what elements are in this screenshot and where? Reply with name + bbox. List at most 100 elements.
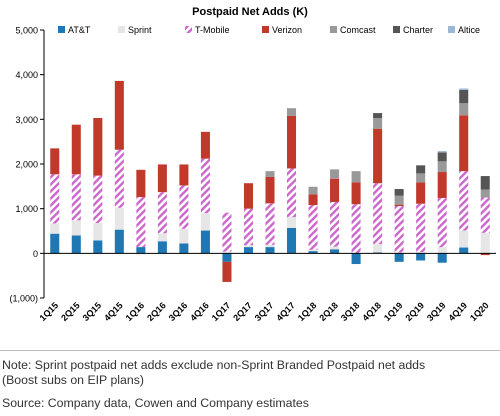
legend-label-comcast: Comcast xyxy=(340,25,376,35)
bar-comcast-1q18 xyxy=(308,186,318,195)
bar-sprint-4q16 xyxy=(200,213,210,231)
bar-t-mobile-1q20 xyxy=(480,197,490,233)
bar-sprint-1q16 xyxy=(136,253,146,255)
x-tick-label: 4Q19 xyxy=(446,300,469,323)
bar-verizon-4q18 xyxy=(373,128,383,184)
y-tick-label: 4,000 xyxy=(15,70,38,80)
x-tick-label: 1Q20 xyxy=(468,300,491,323)
x-tick-label: 1Q18 xyxy=(296,300,319,323)
x-tick-label: 4Q16 xyxy=(188,300,211,323)
legend-label-t-mobile: T-Mobile xyxy=(195,25,230,35)
bar-altice-3q19 xyxy=(437,151,447,153)
bar-verizon-2q19 xyxy=(416,182,426,204)
y-tick-label: (1,000) xyxy=(9,294,38,304)
bar-t-mobile-1q18 xyxy=(308,205,318,250)
bar-t-mobile-4q19 xyxy=(459,171,469,231)
bar-verizon-1q17 xyxy=(222,261,232,282)
x-tick-label: 1Q17 xyxy=(210,300,233,323)
y-tick-label: 0 xyxy=(33,249,38,259)
bar-sprint-2q16 xyxy=(157,233,167,242)
bar-verizon-3q15 xyxy=(93,117,103,176)
bar-t-mobile-1q15 xyxy=(50,174,60,224)
bar-charter-3q19 xyxy=(437,152,447,162)
bar-sprint-3q16 xyxy=(179,228,189,244)
legend-swatch-t-mobile xyxy=(185,26,192,33)
bar-verizon-2q15 xyxy=(71,124,81,175)
bar-at-t-4q19 xyxy=(459,247,469,254)
source-note: Source: Company data, Cowen and Company … xyxy=(2,396,309,410)
bar-verizon-3q19 xyxy=(437,172,447,198)
bar-at-t-3q17 xyxy=(265,247,275,254)
bar-t-mobile-3q18 xyxy=(351,204,361,254)
bar-verizon-4q19 xyxy=(459,115,469,172)
bar-sprint-1q18 xyxy=(308,249,318,252)
bar-verizon-4q17 xyxy=(287,115,297,169)
bar-sprint-3q17 xyxy=(265,244,275,248)
bar-sprint-1q20 xyxy=(480,232,490,254)
bar-at-t-4q17 xyxy=(287,227,297,254)
bar-t-mobile-2q19 xyxy=(416,203,426,252)
x-tick-label: 2Q16 xyxy=(145,300,168,323)
bar-sprint-4q15 xyxy=(114,207,124,230)
note-line-1: Note: Sprint postpaid net adds exclude n… xyxy=(2,358,426,372)
bar-charter-1q19 xyxy=(394,189,404,196)
bar-at-t-2q15 xyxy=(71,235,81,254)
bar-at-t-3q18 xyxy=(351,253,361,265)
legend-swatch-verizon xyxy=(262,26,269,33)
bar-comcast-4q19 xyxy=(459,103,469,116)
x-tick-label: 2Q19 xyxy=(403,300,426,323)
bar-at-t-2q17 xyxy=(243,247,253,254)
bar-sprint-2q18 xyxy=(330,246,340,250)
bar-verizon-1q15 xyxy=(50,148,60,175)
bar-t-mobile-3q15 xyxy=(93,175,103,223)
bar-at-t-2q16 xyxy=(157,241,167,254)
bar-sprint-4q18 xyxy=(373,243,383,253)
bar-sprint-1q17 xyxy=(222,251,232,254)
bar-sprint-3q19 xyxy=(437,247,447,254)
bar-t-mobile-3q17 xyxy=(265,203,275,245)
bar-t-mobile-2q17 xyxy=(243,208,253,246)
bar-t-mobile-1q19 xyxy=(394,205,404,253)
legend-label-charter: Charter xyxy=(403,25,433,35)
y-tick-label: 3,000 xyxy=(15,115,38,125)
x-tick-label: 3Q18 xyxy=(339,300,362,323)
bar-verizon-3q17 xyxy=(265,176,275,204)
bar-at-t-4q15 xyxy=(114,229,124,254)
bar-t-mobile-4q15 xyxy=(114,149,124,208)
x-tick-label: 4Q17 xyxy=(274,300,297,323)
bar-t-mobile-1q17 xyxy=(222,212,232,252)
bar-sprint-4q19 xyxy=(459,230,469,248)
bar-at-t-2q19 xyxy=(416,253,426,261)
bar-verizon-1q18 xyxy=(308,194,318,206)
bar-at-t-2q18 xyxy=(330,249,340,254)
bar-verizon-2q18 xyxy=(330,178,340,202)
bar-sprint-2q19 xyxy=(416,251,426,254)
bar-comcast-4q17 xyxy=(287,108,297,116)
bar-t-mobile-4q16 xyxy=(200,158,210,214)
bar-t-mobile-1q16 xyxy=(136,197,146,248)
separator-line xyxy=(0,350,500,351)
x-tick-label: 1Q16 xyxy=(124,300,147,323)
chart: Postpaid Net Adds (K) AT&T Sprint T-Mobile… xyxy=(9,6,496,323)
legend-swatch-sprint xyxy=(118,26,125,33)
bar-comcast-4q18 xyxy=(373,117,383,129)
bar-verizon-1q16 xyxy=(136,169,146,198)
legend-label-verizon: Verizon xyxy=(272,25,302,35)
bar-at-t-1q19 xyxy=(394,253,404,262)
x-tick-label: 1Q19 xyxy=(382,300,405,323)
bar-at-t-4q16 xyxy=(200,230,210,254)
bar-at-t-1q15 xyxy=(50,233,60,254)
x-tick-label: 3Q15 xyxy=(81,300,104,323)
bar-comcast-1q19 xyxy=(394,195,404,205)
bar-sprint-1q15 xyxy=(50,223,60,234)
legend-label-altice: Altice xyxy=(458,25,480,35)
bar-t-mobile-4q18 xyxy=(373,183,383,244)
bar-at-t-3q16 xyxy=(179,243,189,254)
x-tick-label: 3Q19 xyxy=(425,300,448,323)
bar-charter-2q19 xyxy=(416,165,426,174)
x-tick-label: 3Q17 xyxy=(253,300,276,323)
bar-verizon-1q20 xyxy=(480,253,490,256)
bar-verizon-1q19 xyxy=(394,204,404,206)
bar-comcast-3q18 xyxy=(351,171,361,183)
bar-comcast-3q19 xyxy=(437,161,447,173)
